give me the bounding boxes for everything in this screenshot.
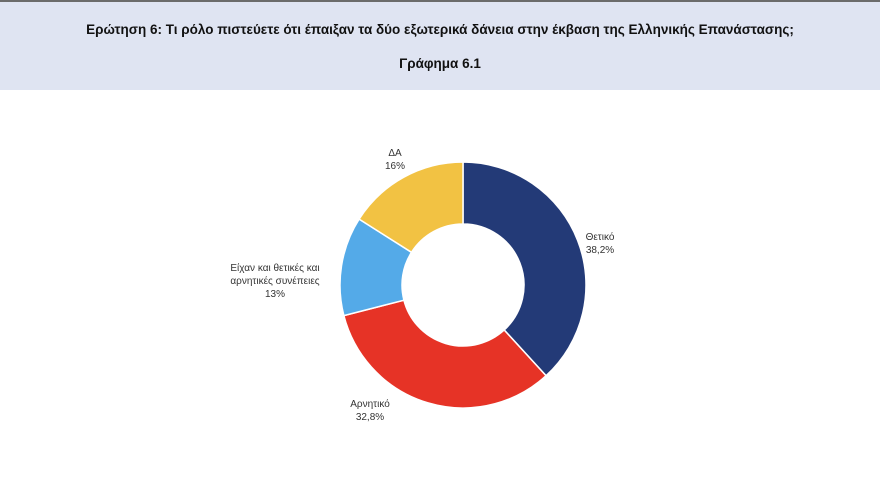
- slice-dk: [358, 161, 464, 254]
- label-positive-value: 38,2%: [585, 245, 615, 256]
- label-negative-name: Αρνητικό: [350, 399, 390, 410]
- question-title: Ερώτηση 6: Τι ρόλο πιστεύετε ότι έπαιξαν…: [86, 22, 794, 37]
- label-dk-value: 16%: [384, 161, 405, 172]
- slice-positive: [462, 161, 587, 377]
- figure-title: Γράφημα 6.1: [399, 56, 481, 71]
- label-both: Είχαν και θετικές και αρνητικές συνέπειε…: [205, 262, 345, 301]
- label-both-name-1: Είχαν και θετικές και: [230, 263, 320, 274]
- slice-negative: [342, 299, 548, 409]
- label-negative: Αρνητικό 32,8%: [335, 398, 405, 424]
- label-both-value: 13%: [264, 289, 285, 300]
- label-negative-value: 32,8%: [355, 412, 385, 423]
- label-dk-name: ΔΑ: [388, 148, 402, 159]
- top-border: [0, 0, 880, 2]
- label-positive-name: Θετικό: [585, 232, 615, 243]
- label-dk: ΔΑ 16%: [370, 147, 420, 173]
- header-banner: Ερώτηση 6: Τι ρόλο πιστεύετε ότι έπαιξαν…: [0, 2, 880, 90]
- label-both-name-2: αρνητικές συνέπειες: [230, 276, 320, 287]
- label-positive: Θετικό 38,2%: [570, 231, 630, 257]
